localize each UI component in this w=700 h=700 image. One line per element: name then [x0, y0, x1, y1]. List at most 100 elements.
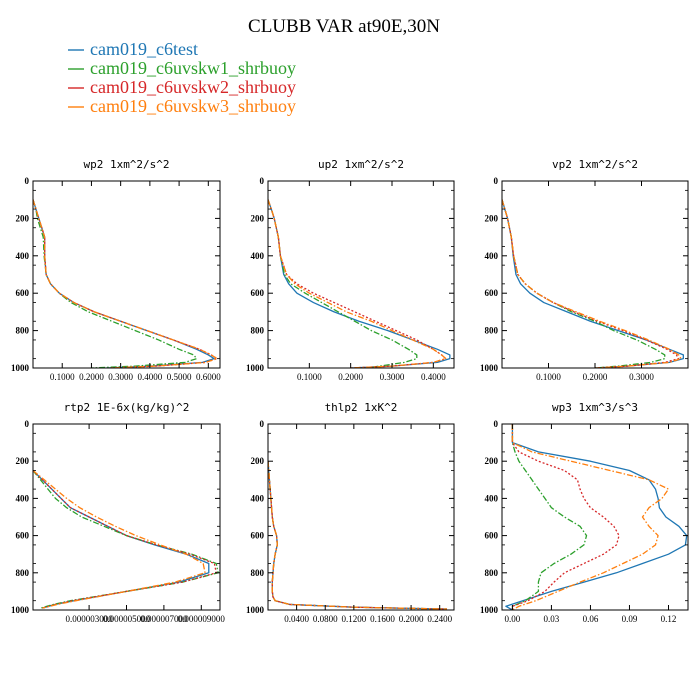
chart-panel: up2 1xm^2/s^2 0 200 400 600 800 1000 0.1000 0.20…: [246, 158, 455, 382]
x-tick-label: 0.2400: [427, 614, 452, 624]
y-tick-label: 800: [485, 326, 499, 336]
panel-title: up2 1xm^2/s^2: [318, 158, 404, 171]
series-line: [502, 199, 680, 368]
x-tick-label: 0.000007000: [140, 614, 188, 624]
legend-label: cam019_c6uvskw1_shrbuoy: [90, 58, 296, 78]
legend-label: cam019_c6test: [90, 39, 198, 59]
series-line: [502, 199, 684, 368]
y-tick-label: 400: [485, 251, 499, 261]
series-line: [505, 424, 688, 610]
y-tick-label: 0: [25, 419, 30, 429]
y-tick-label: 0: [260, 176, 265, 186]
y-tick-label: 800: [251, 326, 265, 336]
x-tick-label: 0.0800: [313, 614, 338, 624]
series-line: [268, 199, 418, 368]
y-tick-label: 200: [16, 456, 30, 466]
y-tick-label: 600: [485, 531, 499, 541]
x-tick-label: 0.0400: [284, 614, 309, 624]
panel-title: rtp2 1E-6x(kg/kg)^2: [64, 401, 190, 414]
y-tick-label: 800: [16, 568, 30, 578]
y-tick-label: 1000: [246, 605, 265, 615]
series-line: [268, 461, 447, 610]
y-tick-label: 200: [16, 213, 30, 223]
y-tick-label: 200: [485, 213, 499, 223]
y-tick-label: 200: [251, 213, 265, 223]
y-tick-label: 200: [251, 456, 265, 466]
legend-item: cam019_c6test: [68, 39, 198, 59]
y-tick-label: 800: [16, 326, 30, 336]
x-tick-label: 0.4000: [421, 372, 446, 382]
panel-title: thlp2 1xK^2: [325, 401, 398, 414]
series-line: [502, 199, 666, 368]
y-tick-label: 1000: [480, 605, 499, 615]
series-group: [505, 424, 688, 610]
y-tick-label: 1000: [246, 363, 265, 373]
series-line: [33, 470, 217, 609]
panel-title: wp3 1xm^3/s^3: [552, 401, 638, 414]
y-tick-label: 0: [494, 419, 499, 429]
series-group: [268, 199, 451, 368]
plot-frame: [501, 180, 689, 369]
x-tick-label: 0.2000: [583, 372, 608, 382]
x-tick-label: 0.000003000: [65, 614, 113, 624]
x-tick-label: 0.3000: [108, 372, 133, 382]
chart-panel: wp3 1xm^3/s^3 0 200 400 600 800 1000 0.00 0.03 0.…: [480, 401, 689, 624]
x-tick-label: 0.12: [661, 614, 677, 624]
y-tick-label: 400: [251, 493, 265, 503]
series-line: [33, 199, 218, 368]
series-line: [268, 461, 447, 610]
series-group: [268, 461, 447, 610]
series-line: [33, 199, 218, 368]
y-tick-label: 600: [16, 288, 30, 298]
legend: cam019_c6testcam019_c6uvskw1_shrbuoycam0…: [68, 39, 296, 116]
y-tick-label: 1000: [11, 363, 30, 373]
series-line: [33, 199, 215, 368]
y-tick-label: 400: [16, 251, 30, 261]
x-tick-label: 0.3000: [380, 372, 405, 382]
plot-frame: [501, 423, 689, 611]
chart-panel: vp2 1xm^2/s^2 0 200 400 600 800 1000 0.1000 0.20…: [480, 158, 689, 382]
y-tick-label: 400: [251, 251, 265, 261]
x-tick-label: 0.1600: [370, 614, 395, 624]
y-tick-label: 1000: [11, 605, 30, 615]
series-line: [268, 199, 447, 368]
panel-title: wp2 1xm^2/s^2: [83, 158, 169, 171]
chart-panel: thlp2 1xK^2 0 200 400 600 800 1000 0.0400 0.0800…: [246, 401, 455, 624]
series-line: [33, 470, 210, 609]
series-line: [33, 199, 198, 368]
y-tick-label: 600: [485, 288, 499, 298]
x-tick-label: 0.1000: [297, 372, 322, 382]
legend-item: cam019_c6uvskw2_shrbuoy: [68, 77, 296, 97]
legend-label: cam019_c6uvskw3_shrbuoy: [90, 96, 296, 116]
x-tick-label: 0.3000: [629, 372, 654, 382]
y-tick-label: 0: [25, 176, 30, 186]
series-line: [33, 469, 206, 609]
plot-frame: [267, 423, 455, 611]
y-tick-label: 800: [485, 568, 499, 578]
x-tick-label: 0.00: [505, 614, 521, 624]
y-tick-label: 400: [485, 493, 499, 503]
plot-frame: [267, 180, 455, 369]
legend-item: cam019_c6uvskw3_shrbuoy: [68, 96, 296, 116]
series-group: [33, 199, 218, 368]
y-tick-label: 600: [251, 531, 265, 541]
y-tick-label: 200: [485, 456, 499, 466]
panel-title: vp2 1xm^2/s^2: [552, 158, 638, 171]
series-line: [511, 424, 670, 610]
y-tick-label: 1000: [480, 363, 499, 373]
x-tick-label: 0.06: [583, 614, 599, 624]
x-tick-label: 0.03: [544, 614, 560, 624]
y-tick-label: 600: [16, 531, 30, 541]
y-tick-label: 600: [251, 288, 265, 298]
x-tick-label: 0.5000: [167, 372, 192, 382]
legend-item: cam019_c6uvskw1_shrbuoy: [68, 58, 296, 78]
figure-title: CLUBB VAR at90E,30N: [248, 16, 440, 37]
x-tick-label: 0.4000: [138, 372, 163, 382]
chart-panel: wp2 1xm^2/s^2 0 200 400 600 800 1000 0.1000 0.20…: [11, 158, 221, 382]
y-tick-label: 0: [494, 176, 499, 186]
series-line: [268, 199, 451, 368]
plot-frame: [32, 180, 221, 369]
series-line: [268, 461, 447, 610]
plot-frame: [32, 423, 221, 611]
